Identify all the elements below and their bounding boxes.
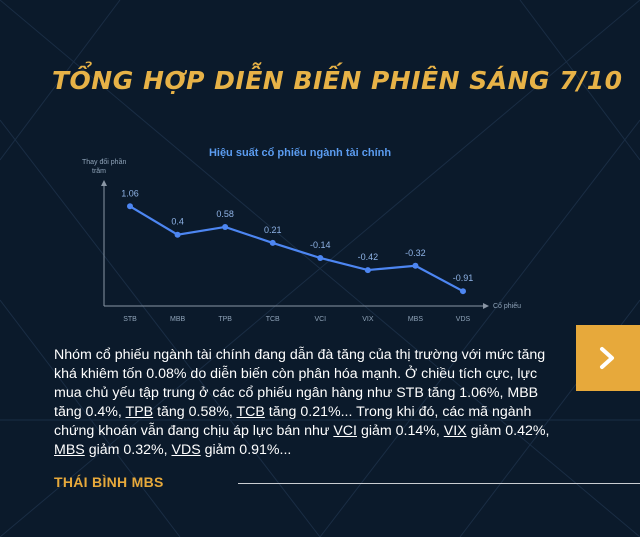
- x-tick-label-vix: VIX: [362, 316, 374, 323]
- y-axis-label-line1: Thay đổi phần: [82, 157, 126, 166]
- chart-title: Hiệu suất cổ phiếu ngành tài chính: [209, 147, 391, 159]
- data-label-mbb: 0.4: [171, 217, 184, 227]
- data-point-vds: [460, 288, 466, 295]
- x-tick-label-mbs: MBS: [408, 316, 424, 323]
- next-button[interactable]: [576, 325, 640, 391]
- x-tick-label-tcb: TCB: [266, 316, 280, 323]
- x-tick-label-vds: VDS: [456, 316, 471, 323]
- y-axis-label: Thay đổi phần trăm: [82, 157, 128, 175]
- data-point-mbb: [174, 231, 181, 238]
- body-text-7: giảm 0.91%...: [200, 442, 292, 458]
- tcb-link[interactable]: TCB: [236, 404, 265, 420]
- data-point-stb: [127, 203, 133, 210]
- body-text-5: giảm 0.42%,: [466, 423, 550, 439]
- author-label: THÁI BÌNH MBS: [54, 474, 164, 490]
- x-axis-label: Cổ phiếu: [493, 301, 521, 310]
- x-tick-label-vci: VCI: [314, 316, 326, 323]
- data-label-tpb: 0.58: [216, 209, 234, 219]
- x-tick-label-mbb: MBB: [170, 316, 186, 323]
- x-tick-label-tpb: TPB: [218, 316, 232, 323]
- series-line: [129, 205, 464, 293]
- body-text-2: tăng 0.58%,: [153, 404, 237, 420]
- x-axis-arrow: [483, 303, 489, 309]
- vds-link[interactable]: VDS: [171, 442, 201, 458]
- chart: Thay đổi phần trăm Hiệu suất cổ phiếu ng…: [80, 138, 550, 338]
- vci-link[interactable]: VCI: [333, 423, 357, 439]
- vix-link[interactable]: VIX: [443, 423, 467, 439]
- body-text-1: Nhóm cổ phiếu ngành tài chính đang dẫn đ…: [54, 347, 546, 420]
- data-point-vci: [317, 255, 324, 261]
- body-text-3: tăng 0.21%... Trong khi đó, các mã ngành…: [54, 404, 532, 439]
- data-point-mbs: [412, 262, 419, 269]
- data-label-vix: -0.42: [358, 252, 379, 262]
- tpb-link[interactable]: TPB: [125, 404, 154, 420]
- body-text-4: giảm 0.14%,: [357, 423, 444, 439]
- divider-line: [238, 483, 640, 484]
- data-point-tcb: [269, 239, 276, 246]
- data-point-vix: [364, 267, 371, 274]
- data-label-vds: -0.91: [453, 273, 474, 283]
- chevron-right-icon: [600, 347, 614, 369]
- line-chart: Thay đổi phần trăm Hiệu suất cổ phiếu ng…: [82, 147, 521, 323]
- y-axis-arrow: [101, 180, 107, 186]
- body-text-6: giảm 0.32%,: [84, 442, 172, 458]
- page-title: TỔNG HỢP DIỄN BIẾN PHIÊN SÁNG 7/10: [52, 66, 623, 95]
- data-label-vci: -0.14: [310, 240, 331, 250]
- data-label-stb: 1.06: [121, 188, 139, 198]
- mbs-link[interactable]: MBS: [54, 442, 85, 458]
- data-label-mbs: -0.32: [405, 248, 426, 258]
- y-axis-label-line2: trăm: [92, 168, 106, 175]
- x-tick-label-stb: STB: [123, 316, 137, 323]
- body-paragraph: Nhóm cổ phiếu ngành tài chính đang dẫn đ…: [54, 346, 560, 460]
- data-point-tpb: [222, 223, 229, 230]
- data-label-tcb: 0.21: [264, 225, 282, 235]
